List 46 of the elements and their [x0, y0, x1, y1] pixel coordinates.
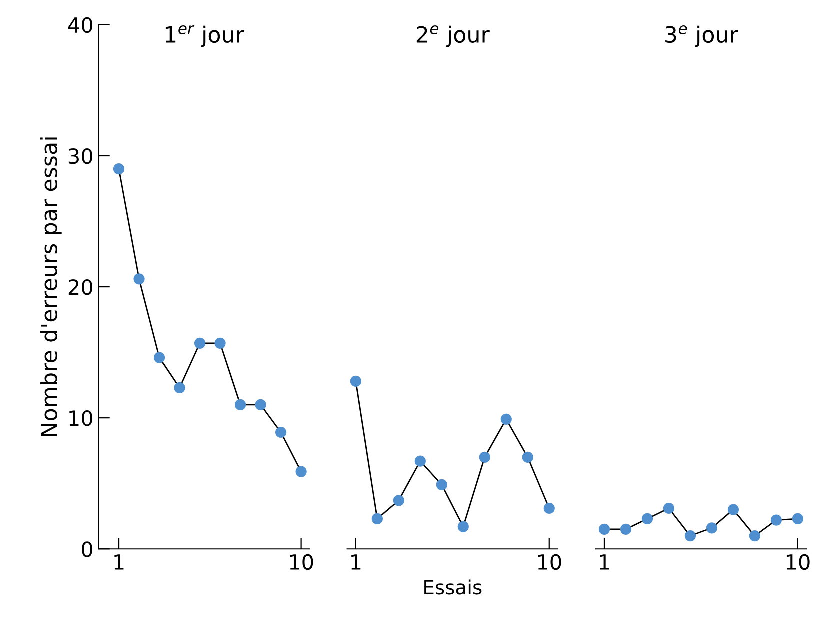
point [770, 514, 782, 526]
y-axis-title: Nombre d'erreurs par essai [40, 138, 62, 436]
point [350, 376, 362, 387]
y-tick-label: 0 [82, 542, 93, 558]
point [749, 530, 761, 542]
point [728, 504, 740, 516]
point [372, 513, 383, 525]
point [663, 502, 675, 514]
chart-title: 3$^{e}$ jour [666, 26, 738, 48]
x-tick-label: 10 [538, 554, 562, 570]
x-tick-label: 1 [114, 554, 124, 570]
point [393, 495, 404, 506]
point [500, 414, 512, 425]
point [458, 521, 469, 532]
point [620, 524, 632, 536]
point [134, 274, 145, 285]
point [479, 452, 490, 463]
point [234, 399, 246, 411]
y-tick-label: 10 [70, 410, 93, 426]
point [544, 502, 555, 514]
x-tick-label: 10 [290, 554, 314, 570]
point [706, 522, 718, 534]
x-tick-label: 10 [786, 554, 810, 570]
chart-title: 1$^{er}$ jour [166, 26, 245, 48]
point [414, 456, 426, 467]
point [255, 399, 266, 411]
y-tick-label: 40 [68, 17, 93, 34]
y-tick-label: 30 [68, 148, 93, 164]
point [684, 530, 696, 542]
point [436, 479, 448, 490]
x-tick-label: 1 [352, 554, 361, 570]
point [275, 426, 287, 438]
point [792, 513, 804, 525]
point [154, 352, 166, 364]
point [642, 513, 654, 525]
point [598, 524, 610, 536]
chart-title: 2$^{e}$ jour [416, 26, 490, 48]
x-axis-title: Essais [424, 580, 482, 595]
point [296, 466, 307, 478]
point [214, 338, 226, 349]
y-tick-label: 20 [68, 279, 93, 296]
point [174, 382, 186, 394]
x-tick-label: 1 [600, 554, 610, 570]
point [194, 338, 206, 349]
point [522, 452, 534, 463]
point [113, 164, 125, 175]
